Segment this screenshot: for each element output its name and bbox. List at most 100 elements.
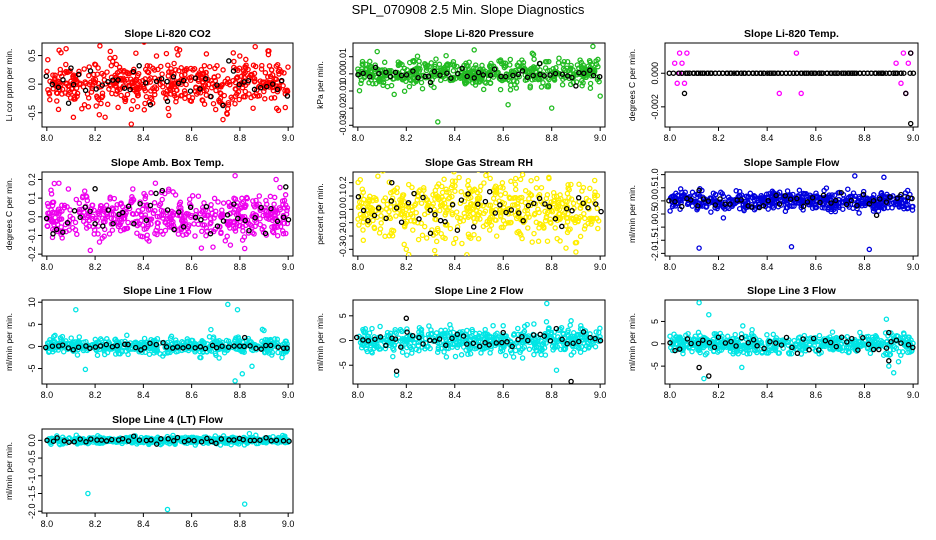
reference-point xyxy=(820,192,827,199)
plot-frame xyxy=(664,42,919,128)
data-point xyxy=(770,205,777,211)
data-point xyxy=(89,202,95,208)
data-point xyxy=(261,327,267,334)
data-point xyxy=(180,232,186,238)
data-point xyxy=(198,245,205,251)
data-point xyxy=(73,306,79,313)
y-tick-label: -0.1 xyxy=(27,228,37,244)
x-tick-label: 8.8 xyxy=(234,390,247,400)
data-point xyxy=(542,218,549,224)
data-point xyxy=(216,337,222,344)
reference-point xyxy=(208,93,214,100)
data-point xyxy=(112,351,119,357)
data-point xyxy=(280,230,287,237)
data-point xyxy=(522,187,529,194)
data-point xyxy=(92,336,99,343)
data-point xyxy=(257,221,263,228)
data-point xyxy=(770,331,777,338)
reference-point xyxy=(849,335,855,342)
data-point xyxy=(159,71,165,77)
reference-point xyxy=(855,347,861,353)
data-point xyxy=(269,217,276,224)
data-point xyxy=(239,200,245,206)
data-point xyxy=(426,64,432,70)
data-point xyxy=(137,233,144,239)
reference-point xyxy=(482,339,488,346)
reference-point xyxy=(754,343,760,349)
data-point xyxy=(506,78,513,84)
reference-point xyxy=(576,338,582,345)
data-point xyxy=(452,178,458,184)
data-point xyxy=(438,345,444,352)
reference-point xyxy=(547,338,554,344)
reference-point xyxy=(459,65,465,72)
data-point xyxy=(458,188,464,195)
data-point xyxy=(90,71,97,78)
reference-point xyxy=(214,82,220,88)
data-point xyxy=(356,87,363,94)
y-tick-label: 1.0 xyxy=(650,168,660,181)
y-tick-label: 5 xyxy=(650,319,660,324)
y-tick-label: 0.0 xyxy=(650,195,660,208)
reference-point xyxy=(449,335,455,342)
data-point xyxy=(135,208,142,214)
data-point xyxy=(580,337,586,343)
data-point xyxy=(886,363,892,369)
reference-point xyxy=(220,102,226,109)
reference-point xyxy=(147,340,153,347)
data-point xyxy=(443,52,449,59)
data-point xyxy=(450,240,457,247)
data-point xyxy=(581,226,588,232)
data-point xyxy=(225,99,232,106)
data-point xyxy=(578,59,585,66)
reference-point xyxy=(575,195,582,201)
data-point xyxy=(49,202,56,209)
data-point xyxy=(741,207,747,214)
data-point xyxy=(550,66,556,72)
reference-point xyxy=(465,191,471,197)
data-point xyxy=(528,177,534,184)
data-point xyxy=(376,346,382,352)
data-point xyxy=(146,76,152,83)
reference-point xyxy=(712,202,719,208)
data-point xyxy=(527,83,534,89)
data-point xyxy=(185,338,191,344)
data-point xyxy=(855,338,862,345)
data-point xyxy=(771,346,778,352)
reference-point xyxy=(251,86,258,93)
data-point xyxy=(732,331,738,338)
data-point xyxy=(872,335,879,341)
data-point xyxy=(175,52,181,58)
data-point xyxy=(143,93,150,100)
reference-point xyxy=(525,337,531,344)
data-point xyxy=(112,83,119,89)
reference-point xyxy=(767,338,773,345)
data-point xyxy=(852,173,858,179)
reference-point xyxy=(475,69,482,76)
reference-point xyxy=(392,336,399,342)
data-point xyxy=(481,180,487,186)
x-tick-label: 8.8 xyxy=(858,262,871,272)
data-point xyxy=(58,49,64,56)
y-tick-label: -0.2 xyxy=(338,228,348,244)
data-point xyxy=(480,203,486,209)
data-point xyxy=(356,222,362,228)
plot-frame xyxy=(41,171,294,257)
data-point xyxy=(445,345,452,352)
data-point xyxy=(59,235,65,241)
reference-point xyxy=(515,71,522,78)
data-point xyxy=(416,62,422,69)
data-point xyxy=(125,71,131,77)
data-point xyxy=(720,193,727,200)
data-point xyxy=(224,221,231,228)
data-point xyxy=(116,68,122,75)
x-tick-label: 9.0 xyxy=(907,133,920,143)
reference-point xyxy=(444,70,450,76)
data-point xyxy=(555,60,562,66)
data-point xyxy=(230,50,237,56)
data-point xyxy=(507,87,514,93)
data-point xyxy=(406,59,413,66)
reference-point xyxy=(258,204,264,211)
data-point xyxy=(59,202,65,209)
reference-point xyxy=(883,199,890,205)
